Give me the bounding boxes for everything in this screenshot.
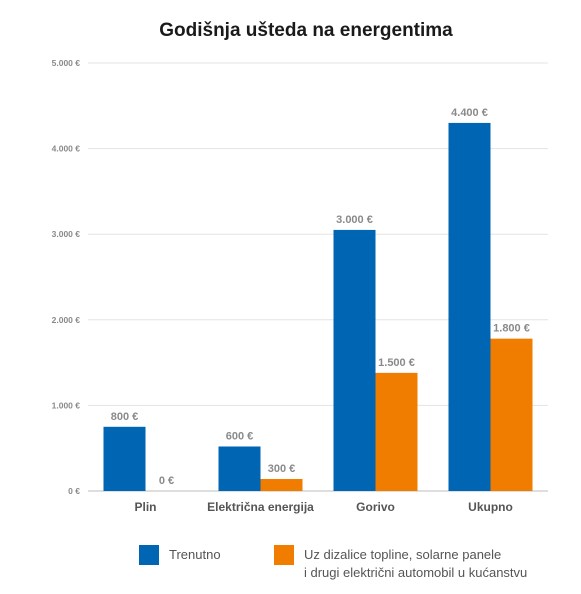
data-label: 1.800 €: [493, 323, 530, 335]
legend-label: Uz dizalice topline, solarne panele: [304, 547, 501, 562]
data-label: 0 €: [159, 475, 174, 487]
legend-label: Trenutno: [169, 547, 221, 562]
bar-alternative-1: [260, 479, 303, 491]
legend-swatch: [274, 545, 294, 565]
bar-alternative-3: [490, 338, 533, 491]
bar-trenutno-1: [218, 446, 261, 491]
data-label: 1.500 €: [378, 357, 415, 369]
y-tick-label: 1.000 €: [52, 400, 81, 410]
chart-title: Godišnja ušteda na energentima: [159, 20, 453, 41]
bars: [103, 122, 533, 492]
y-tick-label: 3.000 €: [52, 229, 81, 239]
y-tick-label: 4.000 €: [52, 144, 81, 154]
x-tick-label: Ukupno: [468, 500, 513, 514]
data-label: 300 €: [268, 463, 296, 475]
data-labels: 800 € 0 € 600 € 300 € 3.000 € 1.500 € 4.400 € 1…: [111, 107, 530, 487]
bar-alternative-2: [375, 372, 418, 491]
y-tick-label: 2.000 €: [52, 315, 81, 325]
legend-swatch: [139, 545, 159, 565]
x-tick-label: Električna energija: [207, 500, 314, 514]
x-tick-label: Plin: [134, 500, 156, 514]
data-label: 800 €: [111, 411, 139, 423]
y-axis-ticks: 0 € 1.000 € 2.000 € 3.000 € 4.000 € 5.000 €: [52, 58, 81, 496]
bar-trenutno-0: [103, 426, 146, 491]
bar-trenutno-3: [448, 122, 491, 492]
bar-trenutno-2: [333, 229, 376, 492]
data-label: 4.400 €: [451, 107, 488, 119]
legend: Trenutno Uz dizalice topline, solarne pan…: [139, 545, 527, 580]
x-axis-ticks: Plin Električna energija Gorivo Ukupno: [134, 500, 512, 514]
y-tick-label: 0 €: [68, 486, 80, 496]
data-label: 600 €: [226, 430, 254, 442]
y-tick-label: 5.000 €: [52, 58, 81, 68]
data-label: 3.000 €: [336, 214, 373, 226]
x-tick-label: Gorivo: [356, 500, 395, 514]
legend-label: i drugi električni automobil u kućanstvu: [304, 565, 527, 580]
